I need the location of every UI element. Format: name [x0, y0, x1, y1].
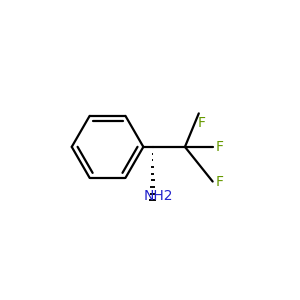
- Text: NH2: NH2: [144, 190, 173, 203]
- Text: F: F: [216, 140, 224, 154]
- Text: F: F: [198, 116, 206, 130]
- Text: F: F: [216, 175, 224, 188]
